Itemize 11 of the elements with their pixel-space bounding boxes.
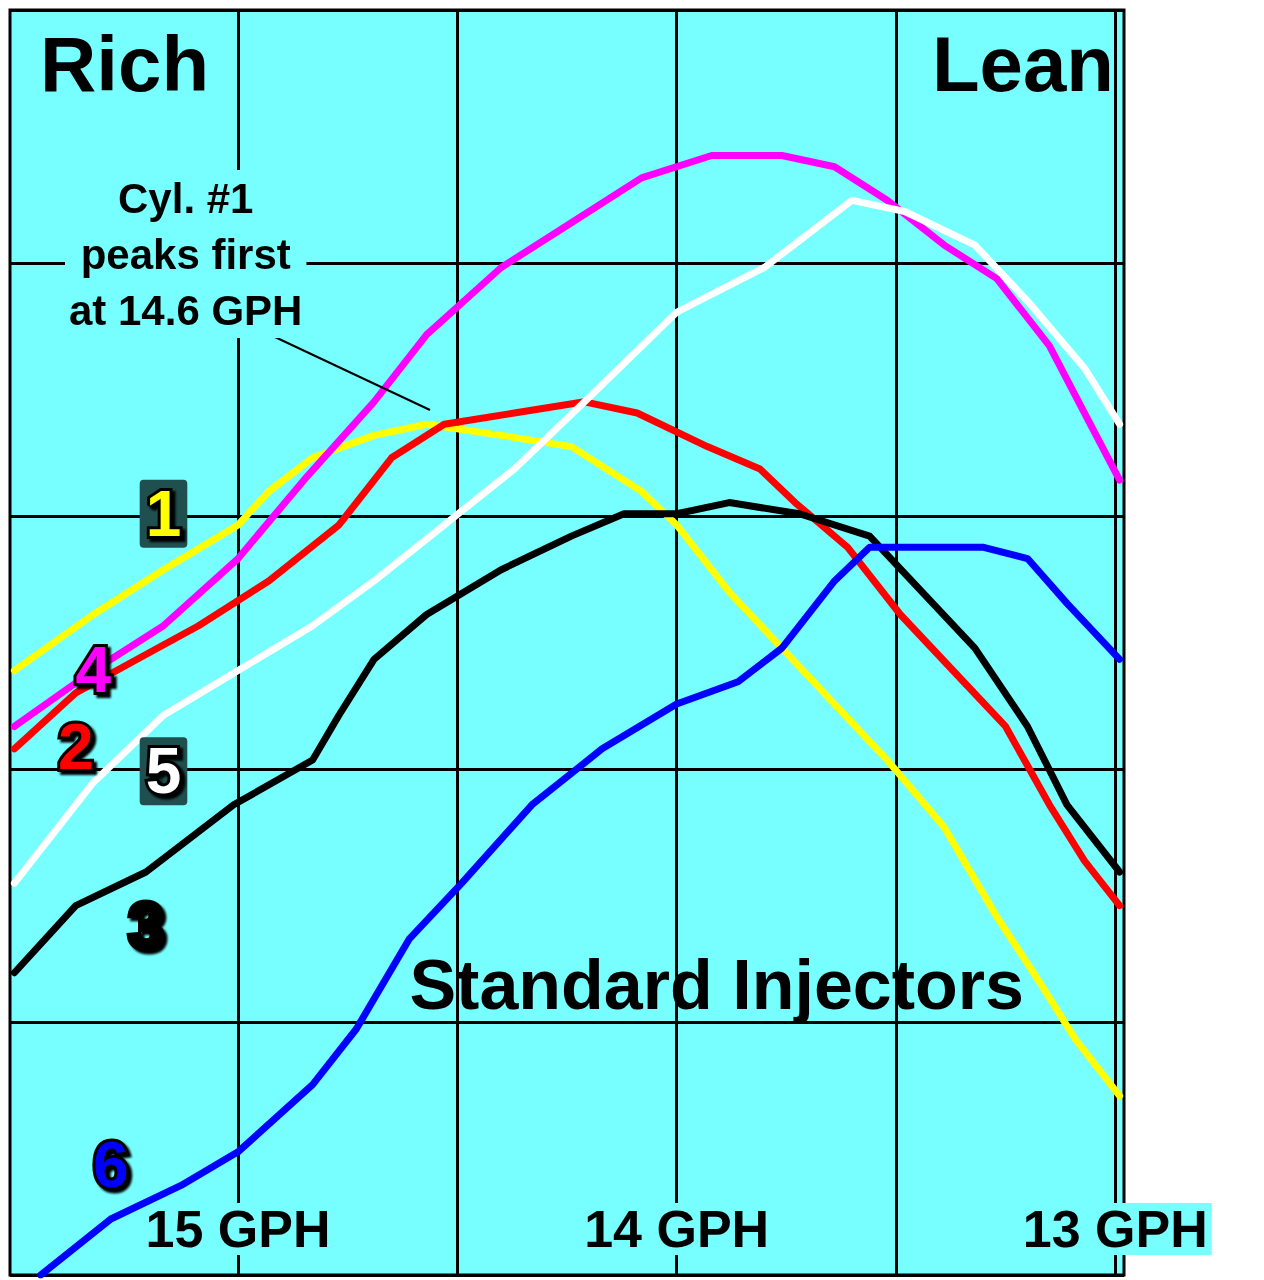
series-label: 1 (145, 477, 182, 550)
x-tick-label: 13 GPH (1022, 1200, 1208, 1258)
text: Rich (40, 20, 210, 108)
series-label: 6 (93, 1129, 129, 1202)
series-label: 5 (145, 735, 182, 808)
series-label: 3 (128, 889, 164, 962)
x-tick-label: 15 GPH (145, 1200, 331, 1258)
x-tick-label: 14 GPH (584, 1200, 770, 1258)
text: Lean (931, 20, 1114, 108)
series-label: 2 (57, 710, 94, 783)
annotation: Cyl. #1 peaks first at 14.6 GPH (68, 174, 303, 334)
